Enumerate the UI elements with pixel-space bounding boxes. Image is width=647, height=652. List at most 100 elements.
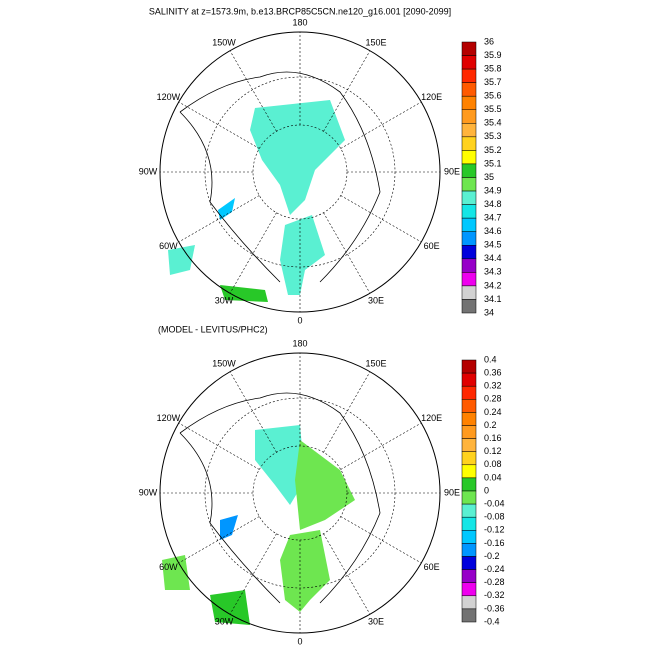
- colorbar-label: 35.6: [484, 91, 502, 101]
- colorbar-label: -0.36: [484, 603, 505, 613]
- colorbar-label: -0.24: [484, 564, 505, 574]
- colorbar-label: 34.8: [484, 199, 502, 209]
- colorbar-box: [461, 359, 477, 374]
- meridian: [178, 516, 260, 564]
- meridian: [229, 212, 277, 294]
- colorbar-label: 35.7: [484, 77, 502, 87]
- colorbar-label: 0.4: [484, 354, 497, 364]
- colorbar-box: [461, 582, 477, 597]
- colorbar-box: [461, 412, 477, 426]
- colorbar-label: 34: [484, 307, 494, 317]
- colorbar-label: -0.4: [484, 616, 500, 626]
- meridian: [323, 371, 371, 453]
- colorbar-box: [461, 217, 477, 232]
- colorbar-box: [461, 109, 477, 124]
- colorbar-box: [461, 438, 477, 452]
- colorbar-box: [461, 68, 477, 83]
- colorbar-label: 35.2: [484, 145, 502, 155]
- colorbar-label: -0.04: [484, 498, 505, 508]
- colorbar-box: [461, 569, 477, 583]
- colorbar-box: [461, 231, 477, 246]
- meridian: [323, 212, 371, 294]
- colorbar-label: 34.6: [484, 226, 502, 236]
- longitude-label: 180: [292, 17, 307, 27]
- colorbar-label: -0.08: [484, 512, 505, 522]
- meridian: [178, 101, 260, 149]
- colorbar-box: [461, 477, 477, 492]
- colorbar-label: 0.2: [484, 420, 497, 430]
- colorbar-label: 34.7: [484, 213, 502, 223]
- meridian: [340, 422, 422, 470]
- colorbar-label: 0.16: [484, 433, 502, 443]
- longitude-label: 120E: [421, 92, 442, 102]
- longitude-label: 30E: [368, 295, 384, 305]
- longitude-label: 150E: [365, 37, 386, 47]
- longitude-label: 120W: [157, 92, 181, 102]
- colorbar-box: [461, 163, 477, 178]
- colorbar-label: -0.28: [484, 577, 505, 587]
- colorbar-label: 0.36: [484, 367, 502, 377]
- meridian: [340, 516, 422, 564]
- colorbar-label: 34.9: [484, 185, 502, 195]
- longitude-label: 90W: [139, 166, 158, 176]
- longitude-label: 150W: [212, 37, 236, 47]
- longitude-label: 60E: [424, 562, 440, 572]
- colorbar-label: 0: [484, 485, 489, 495]
- longitude-label: 30W: [215, 616, 234, 626]
- longitude-label: 30W: [215, 295, 234, 305]
- colorbar-label: 0.04: [484, 472, 502, 482]
- longitude-label: 120E: [421, 413, 442, 423]
- colorbar-label: 34.4: [484, 253, 502, 263]
- meridian: [229, 50, 277, 132]
- longitude-label: 60W: [159, 562, 178, 572]
- colorbar-label: -0.2: [484, 551, 500, 561]
- colorbar-box: [461, 299, 477, 314]
- colorbar-box: [461, 190, 477, 205]
- colorbar-label: 35.4: [484, 118, 502, 128]
- colorbar-box: [461, 608, 477, 623]
- longitude-label: 30E: [368, 616, 384, 626]
- colorbar-box: [461, 399, 477, 413]
- colorbar-label: 35.3: [484, 131, 502, 141]
- colorbar-box: [461, 150, 477, 165]
- title: SALINITY at z=1573.9m, b.e13.BRCP85C5CN.…: [149, 6, 451, 16]
- longitude-label: 180: [292, 338, 307, 348]
- subtitle: (MODEL - LEVITUS/PHC2): [158, 324, 268, 334]
- colorbar-label: 34.5: [484, 240, 502, 250]
- colorbar-label: 35.1: [484, 158, 502, 168]
- longitude-label: 150W: [212, 358, 236, 368]
- colorbar-label: 35.5: [484, 104, 502, 114]
- colorbar-box: [461, 425, 477, 439]
- colorbar-label: -0.16: [484, 538, 505, 548]
- colorbar-box: [461, 272, 477, 287]
- colorbar-label: 0.24: [484, 407, 502, 417]
- meridian: [178, 195, 260, 243]
- meridian: [323, 533, 371, 615]
- colorbar-label: 35.9: [484, 50, 502, 60]
- colorbar-box: [461, 245, 477, 260]
- colorbar-box: [461, 516, 477, 531]
- longitude-label: 0: [297, 636, 302, 646]
- colorbar-box: [461, 177, 477, 192]
- colorbar-box: [461, 490, 477, 505]
- coastline: [179, 392, 381, 604]
- colorbar-box: [461, 451, 477, 466]
- longitude-label: 90E: [444, 166, 460, 176]
- colorbar-label: -0.12: [484, 525, 505, 535]
- colorbar-box: [461, 530, 477, 544]
- colorbar-label: 0.28: [484, 394, 502, 404]
- colorbar-box: [461, 543, 477, 557]
- colorbar-label: 0.08: [484, 459, 502, 469]
- colorbar-label: 34.3: [484, 267, 502, 277]
- colorbar-box: [461, 82, 477, 97]
- colorbar-box: [461, 464, 477, 479]
- meridian: [229, 533, 277, 615]
- meridian: [323, 50, 371, 132]
- colorbar-label: 34.1: [484, 294, 502, 304]
- colorbar-label: 35: [484, 172, 494, 182]
- colorbar-label: 35.8: [484, 63, 502, 73]
- colorbar-box: [461, 55, 477, 70]
- meridian: [229, 371, 277, 453]
